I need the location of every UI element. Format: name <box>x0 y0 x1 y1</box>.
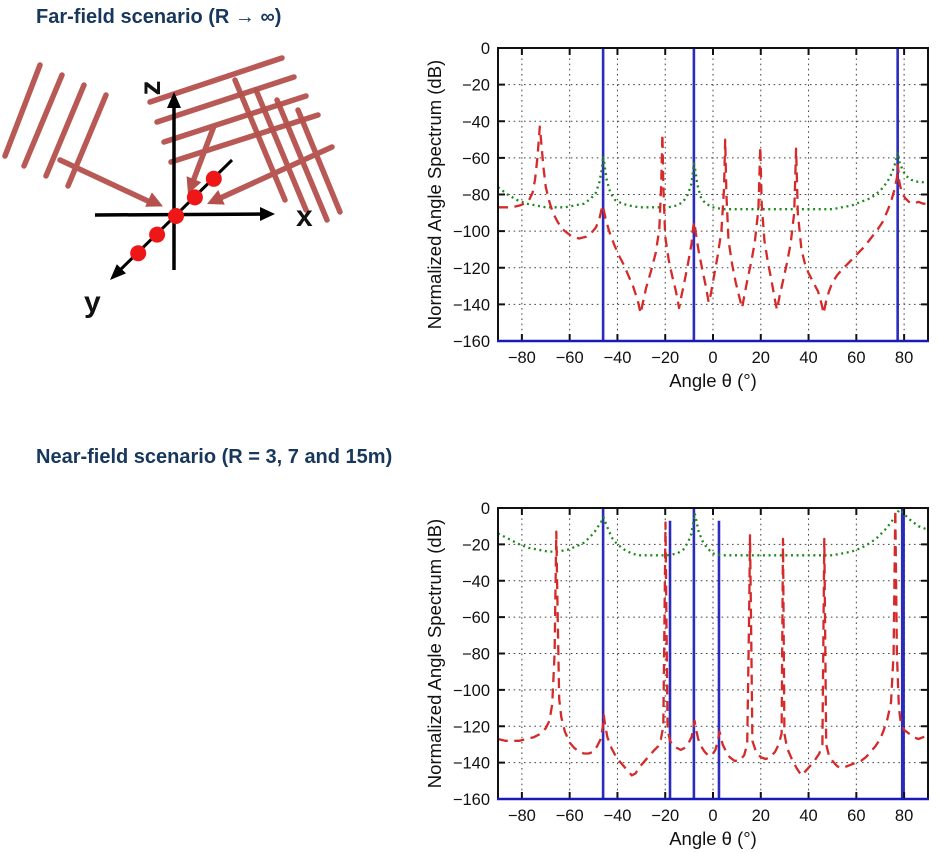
svg-text:−60: −60 <box>462 150 490 168</box>
svg-text:0: 0 <box>708 807 717 825</box>
svg-text:60: 60 <box>847 807 865 825</box>
svg-text:0: 0 <box>481 500 490 518</box>
x-axis-title: Angle θ (°) <box>669 370 757 391</box>
red-dashed-spectrum <box>498 125 928 315</box>
svg-text:−40: −40 <box>603 349 631 367</box>
svg-text:−40: −40 <box>603 807 631 825</box>
array-element-dot <box>168 208 184 224</box>
svg-text:80: 80 <box>895 807 913 825</box>
svg-text:−100: −100 <box>453 682 490 700</box>
svg-text:−20: −20 <box>462 77 490 95</box>
svg-text:−40: −40 <box>462 113 490 131</box>
svg-text:−80: −80 <box>462 187 490 205</box>
svg-text:−20: −20 <box>462 536 490 554</box>
z-axis-label: z <box>134 81 167 96</box>
wave-arrowhead-top-icon <box>186 176 202 194</box>
wave-arrowhead-right-icon <box>207 190 225 205</box>
tick-marks <box>498 47 928 342</box>
green-dotted-spectrum <box>497 508 929 557</box>
svg-text:−60: −60 <box>462 609 490 627</box>
plane-wave-group-left <box>2 62 153 205</box>
x-axis-arrowhead-icon <box>260 207 275 221</box>
far-field-plot: −80 −60 −40 −20 0 20 40 60 80 0 −20 −40 −60 −80 −100 −1… <box>425 40 929 391</box>
x-axis-title: Angle θ (°) <box>669 828 757 849</box>
array-element-dot <box>149 226 166 243</box>
svg-text:−80: −80 <box>508 349 536 367</box>
svg-text:−80: −80 <box>508 807 536 825</box>
array-element-dots <box>130 170 222 262</box>
svg-text:60: 60 <box>847 349 865 367</box>
svg-text:−120: −120 <box>453 260 490 278</box>
svg-text:−160: −160 <box>453 333 490 351</box>
svg-text:−120: −120 <box>453 718 490 736</box>
svg-text:−100: −100 <box>453 223 490 241</box>
array-element-dot <box>186 189 203 206</box>
svg-text:−160: −160 <box>453 791 490 809</box>
svg-text:−20: −20 <box>651 807 679 825</box>
svg-text:−140: −140 <box>453 296 490 314</box>
svg-text:−20: −20 <box>651 349 679 367</box>
svg-text:40: 40 <box>799 349 817 367</box>
green-dotted-spectrum <box>497 151 929 211</box>
red-dashed-spectrum <box>497 508 929 777</box>
near-field-plot: −80 −60 −40 −20 0 20 40 60 80 0 −20 −40 −60 −80 −100 −1… <box>425 500 929 849</box>
near-field-title: Near-field scenario (R = 3, 7 and 15m) <box>36 446 393 468</box>
wave-arrowhead-left-icon <box>145 192 163 207</box>
y-axis-label: y <box>84 286 101 319</box>
svg-text:−140: −140 <box>453 755 490 773</box>
array-element-dot <box>205 170 222 187</box>
svg-text:80: 80 <box>895 349 913 367</box>
true-angle-lines <box>601 508 905 799</box>
svg-text:0: 0 <box>708 349 717 367</box>
svg-text:20: 20 <box>752 807 770 825</box>
z-axis-arrowhead-icon <box>167 92 181 108</box>
svg-text:−80: −80 <box>462 646 490 664</box>
array-element-dot <box>130 245 147 262</box>
array-geometry-diagram: z x y <box>2 55 343 319</box>
axis-tick-labels: −80 −60 −40 −20 0 20 40 60 80 0 −20 −40 −60 −80 −100 −1… <box>453 500 913 825</box>
svg-text:40: 40 <box>799 807 817 825</box>
axis-tick-labels: −80 −60 −40 −20 0 20 40 60 80 0 −20 −40 −60 −80 −100 −1… <box>453 40 913 367</box>
svg-text:20: 20 <box>752 349 770 367</box>
svg-text:0: 0 <box>481 40 490 58</box>
svg-text:−60: −60 <box>556 349 584 367</box>
svg-text:−40: −40 <box>462 573 490 591</box>
x-axis-label: x <box>296 200 313 233</box>
true-angle-lines <box>601 48 899 341</box>
far-field-title: Far-field scenario (R → ∞) <box>36 6 282 28</box>
plane-wave-group-top <box>147 55 321 187</box>
svg-text:−60: −60 <box>556 807 584 825</box>
y-axis-title: Normalized Angle Spectrum (dB) <box>425 60 445 329</box>
plane-wave-group-right <box>213 77 343 223</box>
y-axis-arrowhead-icon <box>110 264 126 280</box>
y-axis-title: Normalized Angle Spectrum (dB) <box>425 519 445 788</box>
